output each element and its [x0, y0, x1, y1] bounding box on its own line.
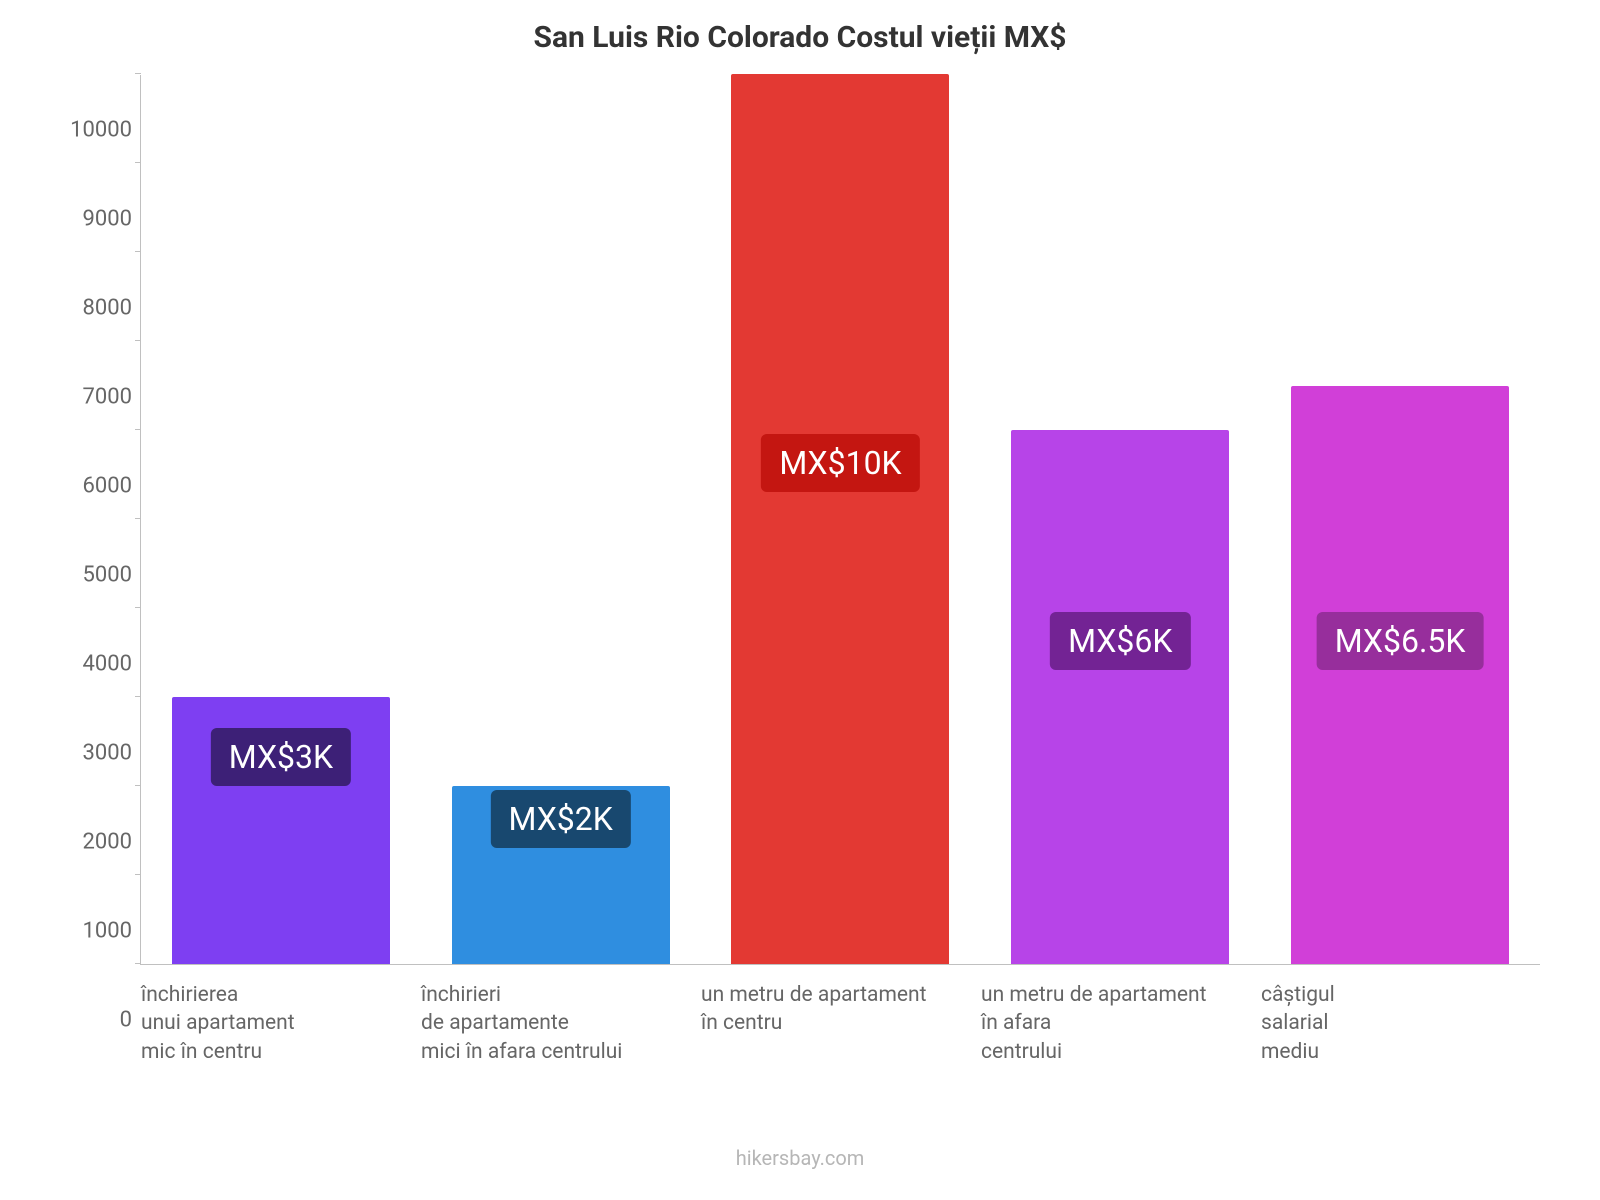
- x-axis-label: câștigul salarial mediu: [1261, 981, 1539, 1066]
- y-tick-mark: [135, 785, 141, 786]
- y-tick-label: 0: [120, 1008, 132, 1033]
- y-tick-label: 2000: [83, 830, 132, 855]
- y-tick-mark: [135, 251, 141, 252]
- bar-column: MX$6K: [1011, 430, 1229, 964]
- bar-column: MX$10K: [731, 74, 949, 964]
- bar-column: MX$6.5K: [1291, 386, 1509, 965]
- y-tick-label: 6000: [83, 474, 132, 499]
- y-tick-mark: [135, 963, 141, 964]
- y-tick-mark: [135, 162, 141, 163]
- y-tick-label: 3000: [83, 741, 132, 766]
- y-tick-mark: [135, 874, 141, 875]
- y-tick-label: 4000: [83, 652, 132, 677]
- y-tick-label: 1000: [83, 919, 132, 944]
- y-tick-label: 8000: [83, 296, 132, 321]
- x-axis-labels: închirierea unui apartament mic în centr…: [140, 981, 1540, 1066]
- plot-area: MX$3K MX$2K MX$10K MX$6K MX$6.5K: [140, 75, 1540, 965]
- y-tick-mark: [135, 340, 141, 341]
- bar-value-badge: MX$2K: [491, 790, 631, 848]
- x-axis-label: un metru de apartament în afara centrulu…: [981, 981, 1259, 1066]
- bar-value-badge: MX$10K: [761, 434, 919, 492]
- x-axis-label: un metru de apartament în centru: [701, 981, 979, 1038]
- bar-value-badge: MX$3K: [211, 728, 351, 786]
- y-tick-mark: [135, 429, 141, 430]
- bar: [731, 74, 949, 964]
- bar-column: MX$2K: [452, 786, 670, 964]
- y-tick-mark: [135, 607, 141, 608]
- y-tick-label: 9000: [83, 207, 132, 232]
- chart-title: San Luis Rio Colorado Costul vieții MX$: [40, 20, 1560, 55]
- y-tick-mark: [135, 696, 141, 697]
- y-tick-mark: [135, 518, 141, 519]
- bar-value-badge: MX$6.5K: [1317, 612, 1484, 670]
- bar: [1291, 386, 1509, 965]
- y-tick-mark: [135, 73, 141, 74]
- y-tick-label: 7000: [83, 385, 132, 410]
- bar-value-badge: MX$6K: [1050, 612, 1190, 670]
- footer-credit: hikersbay.com: [0, 1146, 1600, 1170]
- chart-container: San Luis Rio Colorado Costul vieții MX$ …: [40, 20, 1560, 1160]
- bar-column: MX$3K: [172, 697, 390, 964]
- y-tick-label: 5000: [83, 563, 132, 588]
- x-axis-label: închirierea unui apartament mic în centr…: [141, 981, 419, 1066]
- y-tick-label: 10000: [70, 118, 132, 143]
- x-axis-label: închirieri de apartamente mici în afara …: [421, 981, 699, 1066]
- bars-row: MX$3K MX$2K MX$10K MX$6K MX$6.5K: [141, 75, 1540, 964]
- bar: [1011, 430, 1229, 964]
